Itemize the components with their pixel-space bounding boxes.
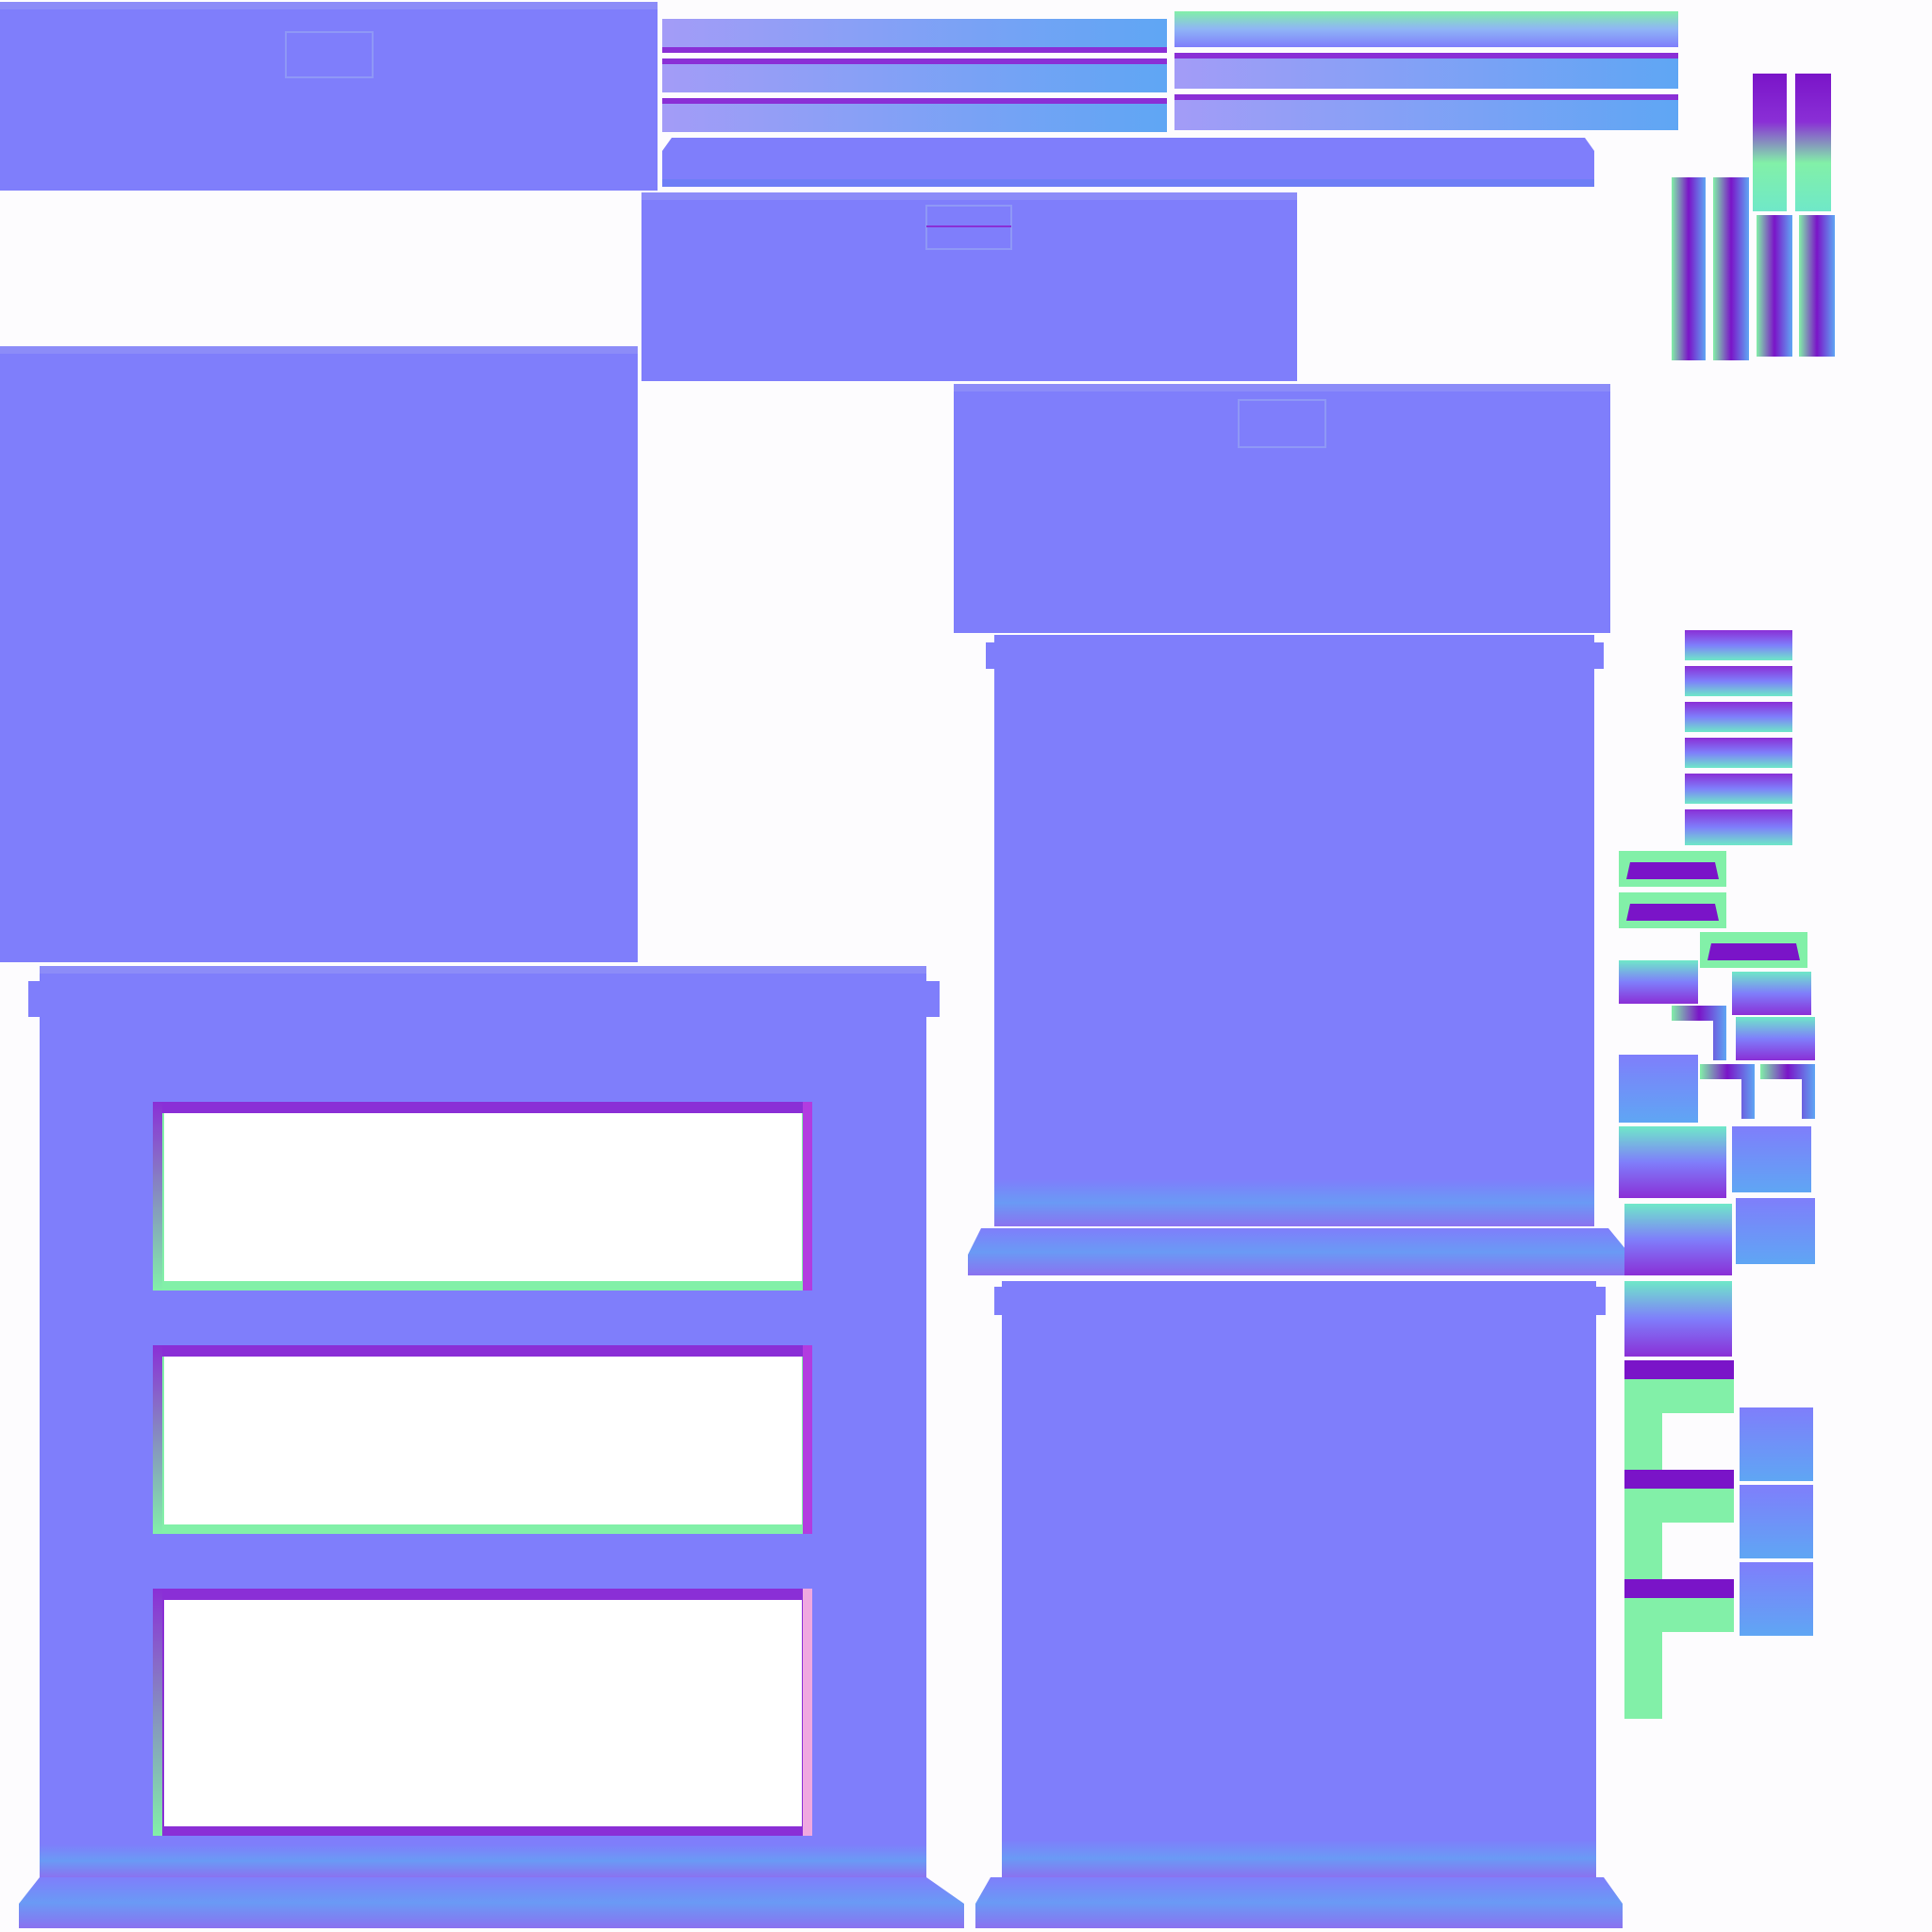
small-trim-strips [1685,630,1792,845]
panel-left-square [0,346,638,962]
small-tiles [1619,960,1815,1636]
plank-long [662,138,1594,187]
cabinet-side-lower [975,1281,1623,1928]
panel-right-cap [954,384,1610,633]
trim-strips-left [662,19,1167,132]
cabinet-side-upper [968,635,1630,1275]
trim-strips-right [1174,11,1678,130]
panel-mid-top [641,192,1297,381]
drawer-opening-2 [153,1345,812,1534]
drawer-opening-3 [153,1589,812,1836]
panel-top-left [0,2,658,191]
corner-pieces [1624,1006,1815,1719]
drawer-opening-1 [153,1102,812,1291]
small-chamfer-pieces [1619,851,1807,968]
pillar-islands [1672,74,1835,360]
